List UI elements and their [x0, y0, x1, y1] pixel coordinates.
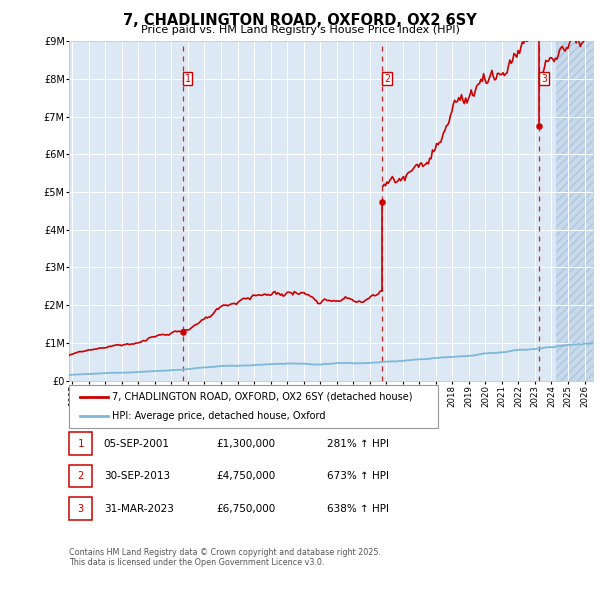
Text: £6,750,000: £6,750,000 — [216, 504, 275, 513]
Text: 31-MAR-2023: 31-MAR-2023 — [104, 504, 173, 513]
Text: 1: 1 — [77, 439, 83, 448]
Text: 7, CHADLINGTON ROAD, OXFORD, OX2 6SY (detached house): 7, CHADLINGTON ROAD, OXFORD, OX2 6SY (de… — [112, 392, 413, 402]
Point — [377, 197, 387, 206]
Bar — [556, 41, 593, 381]
Text: 673% ↑ HPI: 673% ↑ HPI — [327, 471, 389, 481]
Text: 3: 3 — [541, 74, 547, 84]
Text: 2: 2 — [77, 471, 83, 481]
Text: Contains HM Land Registry data © Crown copyright and database right 2025.
This d: Contains HM Land Registry data © Crown c… — [69, 548, 381, 567]
Text: £1,300,000: £1,300,000 — [216, 439, 275, 448]
Text: 3: 3 — [77, 504, 83, 513]
Text: £4,750,000: £4,750,000 — [216, 471, 275, 481]
Text: 30-SEP-2013: 30-SEP-2013 — [104, 471, 170, 481]
Text: HPI: Average price, detached house, Oxford: HPI: Average price, detached house, Oxfo… — [112, 411, 326, 421]
Text: 1: 1 — [185, 74, 190, 84]
Text: 7, CHADLINGTON ROAD, OXFORD, OX2 6SY: 7, CHADLINGTON ROAD, OXFORD, OX2 6SY — [123, 13, 477, 28]
Point — [178, 327, 187, 336]
Text: 2: 2 — [384, 74, 390, 84]
Text: 05-SEP-2001: 05-SEP-2001 — [104, 439, 170, 448]
Text: 281% ↑ HPI: 281% ↑ HPI — [327, 439, 389, 448]
Point — [534, 122, 544, 131]
Bar — [556, 41, 593, 381]
Text: Price paid vs. HM Land Registry's House Price Index (HPI): Price paid vs. HM Land Registry's House … — [140, 25, 460, 35]
Text: 638% ↑ HPI: 638% ↑ HPI — [327, 504, 389, 513]
